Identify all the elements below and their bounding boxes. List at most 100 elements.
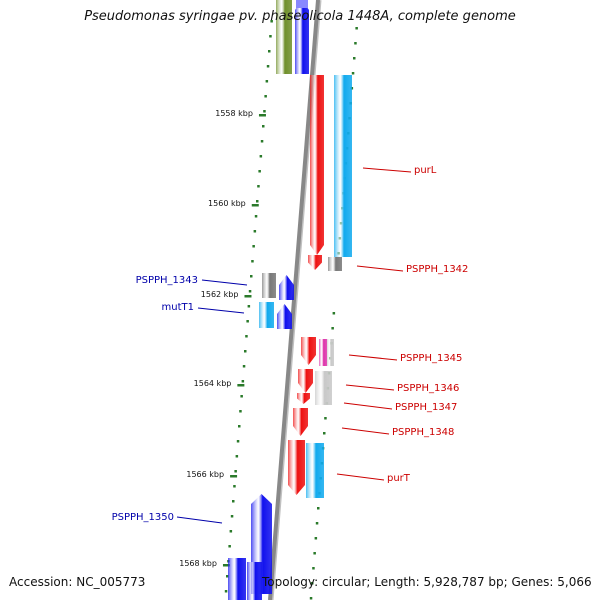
label-leader-line bbox=[176, 516, 223, 524]
track-dot bbox=[353, 57, 356, 60]
gene-PSPPH_1348 bbox=[293, 408, 308, 436]
track-dot bbox=[312, 567, 315, 570]
gene-label-PSPPH_1343: PSPPH_1343 bbox=[136, 275, 198, 286]
track-dot bbox=[355, 27, 358, 30]
ruler-dot bbox=[270, 20, 273, 23]
label-leader-line bbox=[197, 307, 245, 314]
gene-mutT1 bbox=[277, 304, 292, 329]
track-dot bbox=[354, 42, 357, 45]
gene-PSPPH_1347-arrow bbox=[297, 393, 310, 404]
ruler-dot bbox=[244, 350, 247, 353]
track-dot bbox=[351, 72, 355, 75]
ruler-dot bbox=[262, 125, 265, 128]
ruler-dot bbox=[251, 260, 254, 263]
ruler-dot bbox=[263, 110, 266, 113]
ruler-tick bbox=[244, 295, 252, 298]
ruler-dot bbox=[241, 380, 245, 383]
ruler-dot bbox=[265, 80, 269, 83]
ruler-dot bbox=[266, 65, 270, 68]
gene-label-PSPPH_1347: PSPPH_1347 bbox=[395, 402, 457, 413]
ruler-tick-label: 1568 kbp bbox=[179, 559, 217, 568]
gene-PSPPH_1347 bbox=[315, 371, 332, 405]
ruler-dot bbox=[264, 95, 267, 98]
ruler-tick bbox=[230, 475, 238, 478]
gene-label-purL: purL bbox=[414, 165, 437, 176]
gene-purT-cyan bbox=[306, 443, 324, 498]
ruler-tick bbox=[251, 204, 259, 207]
ruler-dot bbox=[242, 365, 246, 368]
topology-label: Topology: circular; Length: 5,928,787 bp… bbox=[262, 575, 592, 589]
gene-label-PSPPH_1350: PSPPH_1350 bbox=[112, 512, 174, 523]
accession-label: Accession: NC_005773 bbox=[9, 575, 146, 589]
gene-blue-bottom bbox=[247, 562, 262, 600]
ruler-dot bbox=[233, 485, 236, 488]
ruler-dot bbox=[232, 500, 235, 503]
track-dot bbox=[315, 522, 319, 525]
ruler-dot bbox=[250, 275, 253, 278]
track-dot bbox=[317, 507, 320, 510]
ruler-dot bbox=[268, 50, 271, 53]
ruler-dot bbox=[248, 290, 252, 293]
gene-label-PSPPH_1348: PSPPH_1348 bbox=[392, 427, 454, 438]
ruler-dot bbox=[260, 140, 264, 143]
track-dot bbox=[311, 582, 314, 585]
ruler-dot bbox=[229, 530, 233, 533]
gene-PSPPH_1345 bbox=[301, 337, 316, 365]
ruler-tick-label: 1566 kbp bbox=[186, 470, 224, 479]
gene-gray-small bbox=[328, 257, 342, 271]
gene-PSPPH_1346 bbox=[298, 369, 313, 393]
gene-blue-feature bbox=[295, 0, 309, 74]
gene-magenta-feature bbox=[319, 339, 327, 366]
ruler-dot bbox=[259, 155, 263, 158]
ruler-dot bbox=[235, 455, 239, 458]
gene-navy-feature bbox=[228, 558, 246, 600]
ruler-dot bbox=[224, 590, 228, 593]
ruler-dot bbox=[253, 230, 257, 233]
label-leader-line bbox=[362, 167, 412, 173]
gene-label-PSPPH_1346: PSPPH_1346 bbox=[397, 383, 459, 394]
gene-label-PSPPH_1345: PSPPH_1345 bbox=[400, 353, 462, 364]
map-title: Pseudomonas syringae pv. phaseolicola 14… bbox=[84, 9, 516, 24]
label-leader-line bbox=[348, 354, 398, 361]
gene-mutT1-partner bbox=[259, 302, 274, 328]
ruler-dot bbox=[238, 425, 241, 428]
track-dot bbox=[323, 432, 326, 435]
ruler-dot bbox=[226, 575, 229, 578]
ruler-tick bbox=[222, 564, 230, 567]
ruler-tick-label: 1560 kbp bbox=[208, 199, 246, 208]
ruler-dot bbox=[239, 410, 242, 413]
track-dot bbox=[314, 537, 318, 540]
label-leader-line bbox=[341, 427, 390, 435]
ruler-dot bbox=[245, 335, 248, 338]
label-leader-line bbox=[345, 384, 395, 391]
ruler-dot bbox=[254, 215, 258, 218]
ruler-tick bbox=[237, 384, 245, 387]
label-leader-line bbox=[356, 265, 404, 272]
label-leader-line bbox=[343, 402, 393, 410]
gene-purL bbox=[310, 75, 324, 255]
gene-lightgray-feature bbox=[327, 339, 334, 366]
gene-label-purT: purT bbox=[387, 473, 411, 484]
ruler-dot bbox=[234, 470, 237, 473]
ruler-dot bbox=[240, 395, 243, 398]
ruler-dot bbox=[246, 320, 249, 323]
ruler-tick-label: 1562 kbp bbox=[201, 290, 239, 299]
track-dot bbox=[331, 327, 334, 330]
gene-purT bbox=[288, 440, 305, 495]
ruler-tick-label: 1558 kbp bbox=[215, 109, 253, 118]
ruler-dot bbox=[236, 440, 240, 443]
gene-PSPPH_1343 bbox=[279, 275, 294, 300]
ruler-dot bbox=[257, 185, 260, 188]
ruler-dot bbox=[247, 305, 251, 308]
ruler-dot bbox=[269, 35, 272, 38]
gene-olive-feature bbox=[276, 0, 292, 74]
label-leader-line bbox=[336, 473, 385, 481]
gene-label-PSPPH_1342: PSPPH_1342 bbox=[406, 264, 468, 275]
gene-red-small bbox=[308, 255, 322, 270]
ruler-dot bbox=[258, 170, 261, 173]
ruler-dot bbox=[230, 515, 234, 518]
track-dot bbox=[313, 552, 316, 555]
track-dot bbox=[324, 417, 327, 420]
